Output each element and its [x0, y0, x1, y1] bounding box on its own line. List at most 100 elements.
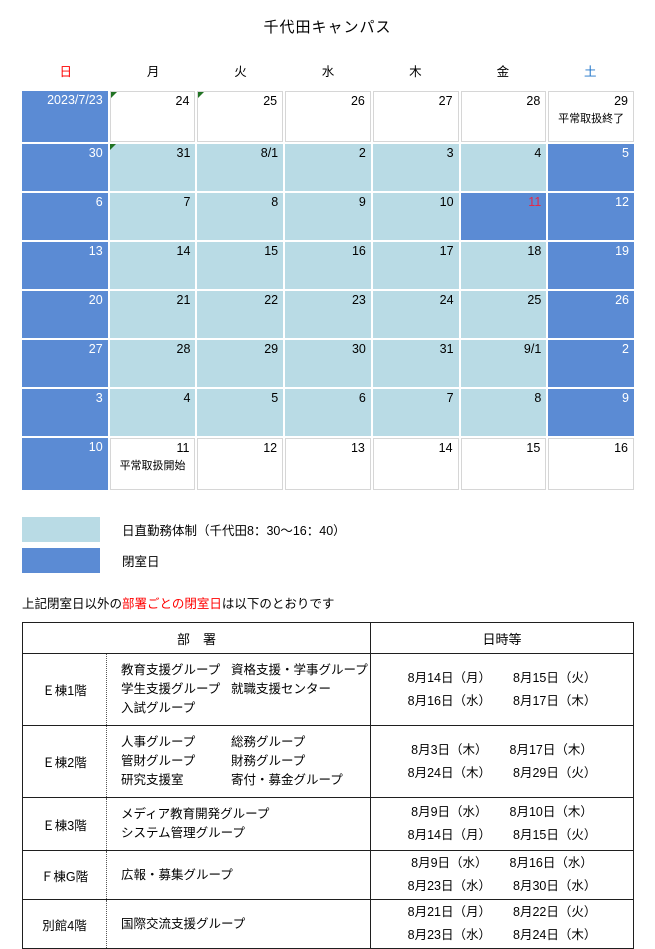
cell-date: 30: [351, 342, 366, 356]
dept-table-body: Ｅ棟1階 教育支援グループ 資格支援・学事グループ 学生支援グループ 就職支援センター入…: [22, 653, 634, 949]
cell-date: 5: [271, 391, 279, 405]
calendar-cell: 20: [22, 291, 108, 338]
calendar-cell: 10: [372, 193, 459, 240]
calendar-cell: 13: [22, 242, 108, 289]
group-name: 就職支援センター: [231, 682, 332, 696]
calendar-cell: 9: [548, 389, 634, 436]
weekday-label: 木: [409, 65, 422, 79]
cell-date: 16: [614, 441, 628, 455]
calendar-cell: 29: [197, 340, 284, 387]
building-cell: Ｆ棟G階: [22, 850, 107, 900]
cell-date: 28: [176, 342, 191, 356]
calendar-cell: 11: [460, 193, 547, 240]
closure-date: 8月15日（火）: [513, 828, 597, 842]
department-closure-table: 部 署 日時等 Ｅ棟1階 教育支援グループ 資格支援・学事グループ 学生支援グループ就…: [21, 622, 634, 949]
closure-date: 8月24日（木）: [407, 765, 491, 780]
calendar-cell: 9/1: [460, 340, 547, 387]
group-name: 管財グループ: [121, 754, 196, 768]
calendar-cell: 23: [285, 291, 371, 338]
calendar-cell: 2023/7/23: [22, 91, 108, 142]
calendar-cell: 14: [372, 438, 459, 490]
table-header-row: 部 署 日時等: [21, 622, 634, 654]
weekday-label: 金: [496, 65, 510, 79]
calendar-cell: 4: [109, 389, 196, 436]
cell-date: 9/1: [523, 342, 542, 356]
cell-date: 13: [88, 244, 103, 258]
cell-date: 30: [88, 146, 103, 160]
calendar-cell: 12: [197, 438, 284, 490]
group-name: 研究支援室: [121, 773, 184, 787]
calendar-cell: 7: [372, 389, 459, 436]
cell-date: 11: [528, 195, 542, 209]
calendar-cell: 30: [285, 340, 371, 387]
closure-date: 8月22日（火）: [513, 905, 597, 919]
building-cell: 別館4階: [22, 899, 107, 949]
calendar-cell: 24: [109, 91, 196, 142]
cell-date: 20: [88, 293, 103, 307]
group-name: 国際交流支援グループ: [121, 916, 246, 931]
groups-cell: 広報・募集グループ: [105, 850, 372, 900]
calendar-cell: 15: [460, 438, 547, 490]
cell-note: 平常取扱開始: [119, 460, 186, 472]
closure-date: 8月23日（水）: [407, 928, 491, 942]
table-row: Ｆ棟G階 広報・募集グループ 8月9日（水） 8月16日（水） 8月23日（水） 8月30…: [22, 850, 634, 900]
cell-date: 4: [534, 146, 542, 160]
calendar-cell: 19: [548, 242, 634, 289]
calendar-cell: 30: [22, 144, 108, 191]
closure-date: 8月10日（木）: [509, 805, 593, 819]
group-name: 教育支援グループ: [121, 663, 221, 677]
cell-date: 29: [264, 342, 279, 356]
calendar-cell: 21: [109, 291, 196, 338]
cell-date: 19: [615, 244, 629, 258]
weekday-row: 日月火水木金土: [22, 61, 634, 80]
group-name: メディア教育開発グループ: [121, 807, 270, 821]
corner-marker-icon: [110, 92, 117, 98]
closure-date: 8月3日（木）: [411, 742, 488, 757]
cell-date: 24: [439, 293, 454, 307]
cell-date: 21: [176, 293, 191, 307]
cell-date: 18: [527, 244, 542, 258]
cell-date: 15: [526, 441, 541, 455]
closure-date: 8月16日（水）: [407, 693, 491, 708]
calendar-cell: 11 平常取扱開始: [109, 438, 196, 490]
cell-date: 25: [527, 293, 542, 307]
cell-date: 2023/7/23: [47, 93, 103, 107]
group-name: 入試グループ: [121, 701, 196, 715]
groups-cell: 人事グループ 総務グループ 管財グループ 財務グループ 研究支援室 寄付・募金グループ: [105, 725, 372, 798]
cell-date: 17: [439, 244, 454, 258]
calendar-cell: 14: [109, 242, 196, 289]
header-datetime: 日時等: [370, 622, 634, 654]
dates-cell: 8月21日（月） 8月22日（火） 8月23日（水） 8月24日（木）: [370, 899, 634, 949]
calendar-cell: 3: [22, 389, 108, 436]
table-row: Ｅ棟1階 教育支援グループ 資格支援・学事グループ 学生支援グループ 就職支援センター入…: [22, 653, 634, 726]
closure-note: 上記閉室日以外の部署ごとの閉室日は以下のとおりです: [22, 593, 655, 612]
weekday-label: 月: [146, 65, 160, 79]
calendar-cell: 12: [548, 193, 634, 240]
calendar-cell: 31: [109, 144, 196, 191]
closure-date: 8月21日（月）: [407, 905, 491, 919]
cell-date: 6: [358, 391, 366, 405]
cell-date: 31: [176, 146, 191, 160]
calendar-cell: 22: [197, 291, 284, 338]
cell-date: 2: [622, 342, 629, 356]
cell-date: 6: [95, 195, 103, 209]
group-name: 総務グループ: [231, 735, 306, 749]
closure-date: 8月17日（木）: [513, 693, 597, 708]
closure-date: 8月14日（月）: [407, 828, 491, 842]
groups-cell: 国際交流支援グループ: [105, 899, 372, 949]
cell-date: 9: [358, 195, 366, 209]
calendar-cell: 27: [372, 91, 459, 142]
cell-date: 7: [183, 195, 191, 209]
cell-date: 3: [446, 146, 454, 160]
weekday-label: 日: [59, 65, 72, 79]
group-name: 人事グループ: [121, 735, 196, 749]
calendar-cell: 8: [460, 389, 547, 436]
calendar-cell: 6: [22, 193, 108, 240]
calendar-cell: 26: [548, 291, 634, 338]
weekday-label: 水: [321, 65, 335, 79]
dates-cell: 8月3日（木） 8月17日（木） 8月24日（木） 8月29日（火）: [370, 725, 634, 798]
calendar-cell: 5: [548, 144, 634, 191]
header-department: 部 署: [21, 622, 372, 654]
closure-date: 8月9日（水）: [411, 805, 488, 819]
calendar-cell: 15: [197, 242, 284, 289]
